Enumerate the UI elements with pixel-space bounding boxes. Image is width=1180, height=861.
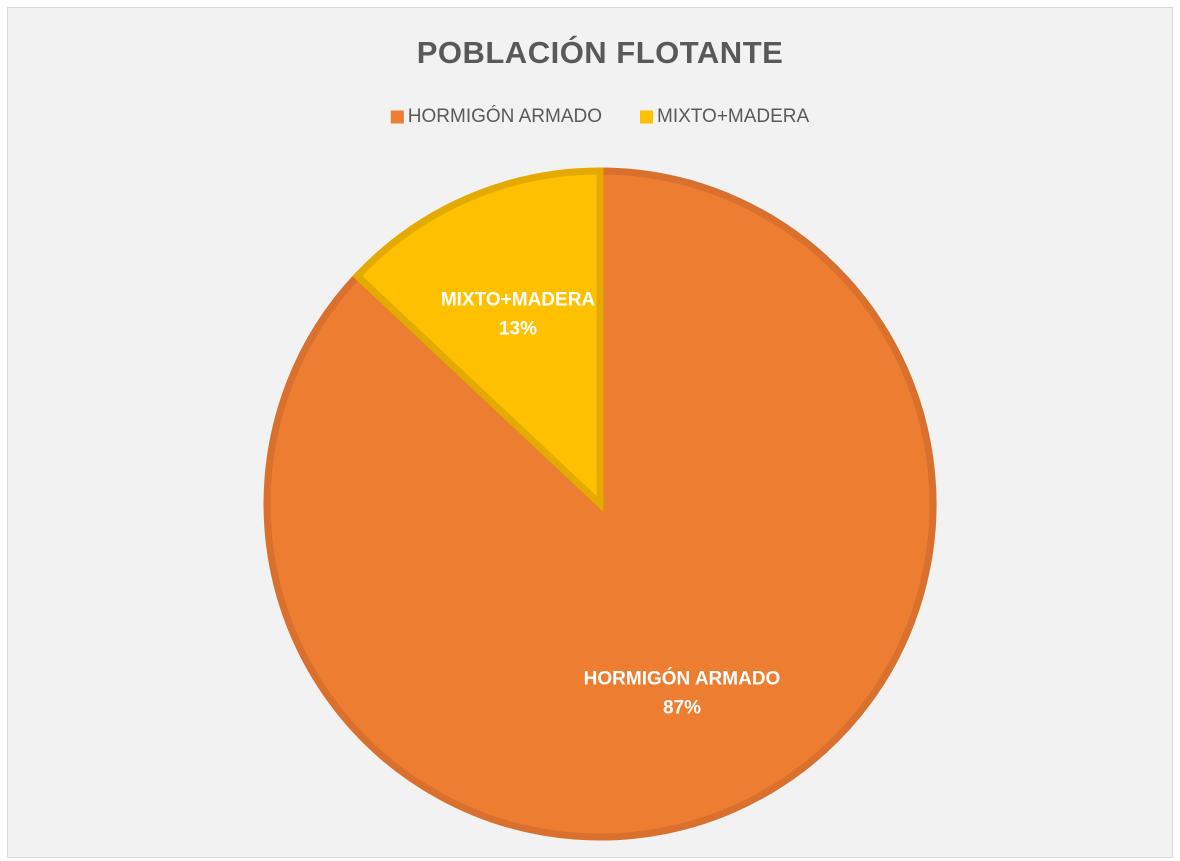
pie-slice xyxy=(352,167,604,513)
legend-swatch xyxy=(390,110,404,124)
chart-title: POBLACIÓN FLOTANTE xyxy=(417,34,784,70)
data-label-value: 87% xyxy=(663,697,701,718)
data-label-category: HORMIGÓN ARMADO xyxy=(584,667,781,689)
data-label-value: 13% xyxy=(499,319,537,340)
data-label-category: MIXTO+MADERA xyxy=(441,290,596,311)
legend-text: HORMIGÓN ARMADO xyxy=(408,105,602,127)
pie: HORMIGÓN ARMADO 87% MIXTO+MADERA 13% xyxy=(263,167,937,841)
legend-text: MIXTO+MADERA xyxy=(657,106,810,127)
legend-item: MIXTO+MADERA xyxy=(640,106,810,127)
legend: HORMIGÓN ARMADO MIXTO+MADERA xyxy=(390,105,810,127)
legend-swatch xyxy=(640,110,654,124)
legend-item: HORMIGÓN ARMADO xyxy=(390,105,602,127)
